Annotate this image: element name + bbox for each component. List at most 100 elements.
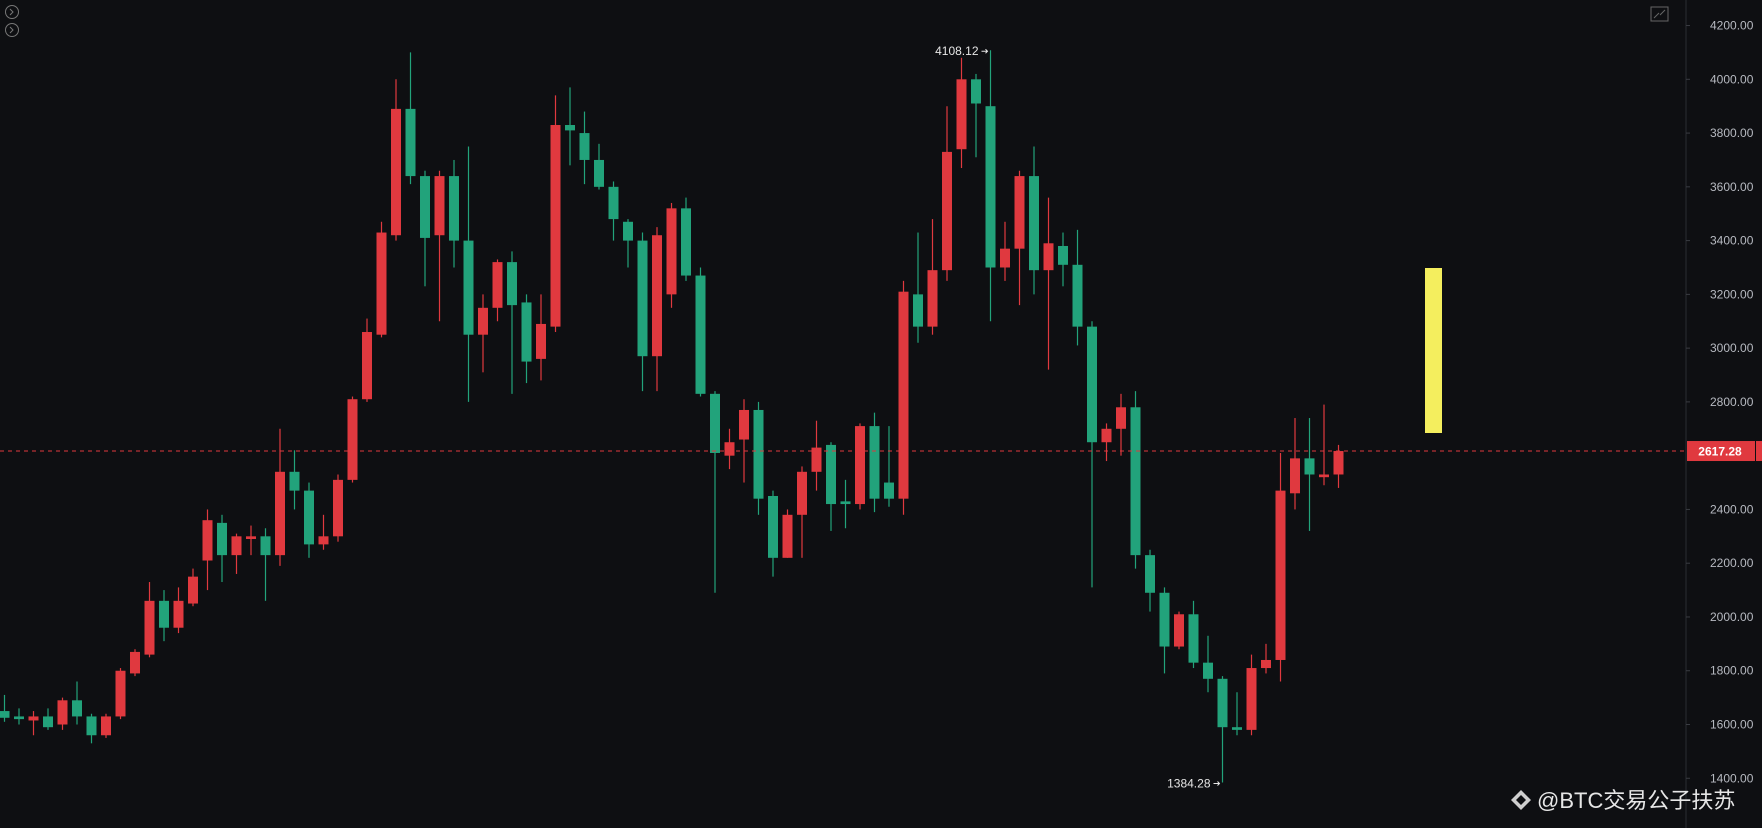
candle-body — [739, 409, 749, 440]
candle-body — [420, 176, 430, 238]
candle-body — [884, 482, 894, 499]
candle-body — [173, 600, 184, 628]
watermark: @BTC交易公子扶苏 — [1511, 788, 1735, 813]
y-tick-label: 1400.00 — [1710, 771, 1754, 785]
y-tick-label: 4000.00 — [1710, 72, 1754, 86]
candle-body — [1217, 678, 1228, 728]
candle-body — [231, 536, 242, 556]
icon — [1653, 9, 1666, 19]
candle-body — [144, 600, 155, 655]
y-tick-label: 3800.00 — [1710, 126, 1754, 140]
candle-body — [0, 711, 10, 718]
candle-body — [478, 307, 488, 335]
icon — [9, 8, 14, 16]
collapse-icons[interactable] — [5, 5, 19, 37]
candle-body — [434, 176, 445, 236]
candle-body — [1261, 659, 1271, 669]
candle-body — [1145, 555, 1155, 593]
icon[interactable] — [1650, 6, 1669, 22]
candle-body — [57, 700, 68, 725]
candle-body — [579, 133, 590, 160]
candle-body — [347, 399, 358, 480]
candle-body — [1246, 668, 1257, 730]
candle-body — [1000, 248, 1010, 268]
y-tick-label: 2200.00 — [1710, 556, 1754, 570]
watermark-text: @BTC交易公子扶苏 — [1537, 788, 1735, 813]
candle-body — [681, 208, 691, 276]
candle-body — [43, 716, 53, 728]
candle-body — [130, 651, 140, 674]
candle-body — [246, 536, 256, 540]
candle-body — [304, 490, 314, 545]
candle-body — [115, 670, 126, 717]
candle-body — [188, 576, 198, 604]
candle-body — [724, 442, 735, 456]
candle-body — [1203, 662, 1213, 679]
y-tick-label: 1600.00 — [1710, 718, 1754, 732]
candle-body — [869, 426, 880, 499]
candle-body — [1333, 451, 1344, 475]
candle-body — [768, 495, 778, 558]
candle-body — [536, 323, 546, 359]
candle-body — [550, 125, 561, 327]
annotation-arrow — [981, 48, 989, 54]
candle-body — [1304, 458, 1315, 475]
candle-body — [217, 522, 227, 556]
candle-body — [1058, 245, 1068, 265]
candle-body — [159, 600, 169, 628]
candle-body — [507, 262, 517, 306]
drawing-rectangle — [1425, 268, 1442, 433]
y-tick-label: 2400.00 — [1710, 502, 1754, 516]
last-price-label: 2617.28 — [1698, 445, 1742, 459]
candle-body — [492, 262, 503, 308]
last-price-box — [1687, 441, 1755, 462]
candle-body — [391, 108, 401, 236]
candle-body — [362, 332, 372, 400]
candle-body — [449, 176, 459, 241]
candle-body — [14, 716, 24, 720]
annotation-arrow — [1213, 781, 1221, 786]
candle-body — [666, 208, 677, 295]
candle-body — [275, 471, 285, 556]
y-tick-label: 3400.00 — [1710, 234, 1754, 248]
logo — [1511, 790, 1531, 810]
high-annotation: 4108.12 — [935, 44, 979, 58]
icon[interactable] — [5, 5, 19, 19]
candle-body — [1319, 474, 1329, 478]
candle-body — [637, 240, 648, 357]
candle-body — [898, 291, 909, 499]
candle-body — [695, 275, 706, 394]
candle-body — [927, 270, 938, 327]
candle-body — [913, 294, 923, 327]
low-annotation: 1384.28 — [1167, 776, 1211, 790]
candle-body — [1290, 458, 1300, 494]
candle-body — [1232, 727, 1242, 730]
candle-body — [1101, 428, 1112, 443]
candle-body — [565, 125, 575, 131]
candle-body — [260, 536, 271, 556]
candle-body — [942, 151, 952, 271]
icon — [9, 26, 14, 34]
y-tick-label: 2800.00 — [1710, 395, 1754, 409]
candle-body — [463, 240, 474, 335]
candle-body — [840, 501, 851, 505]
icon[interactable] — [5, 23, 19, 37]
candle-body — [956, 79, 967, 150]
y-tick-label: 4200.00 — [1710, 19, 1754, 33]
candle-body — [594, 159, 604, 187]
candle-body — [782, 514, 793, 558]
candle-body — [1116, 407, 1126, 429]
y-tick-label: 3200.00 — [1710, 287, 1754, 301]
y-tick-label: 3600.00 — [1710, 180, 1754, 194]
candle-body — [86, 716, 97, 736]
candle-body — [710, 393, 720, 453]
candle-body — [1130, 407, 1141, 556]
candle-body — [1043, 243, 1054, 271]
candle-body — [1072, 264, 1083, 327]
candle-body — [1188, 614, 1199, 663]
last-price-edge — [1756, 441, 1762, 462]
candle-body — [855, 426, 865, 505]
fullscreen-icon[interactable] — [1650, 6, 1669, 22]
candle-body — [1275, 490, 1286, 660]
